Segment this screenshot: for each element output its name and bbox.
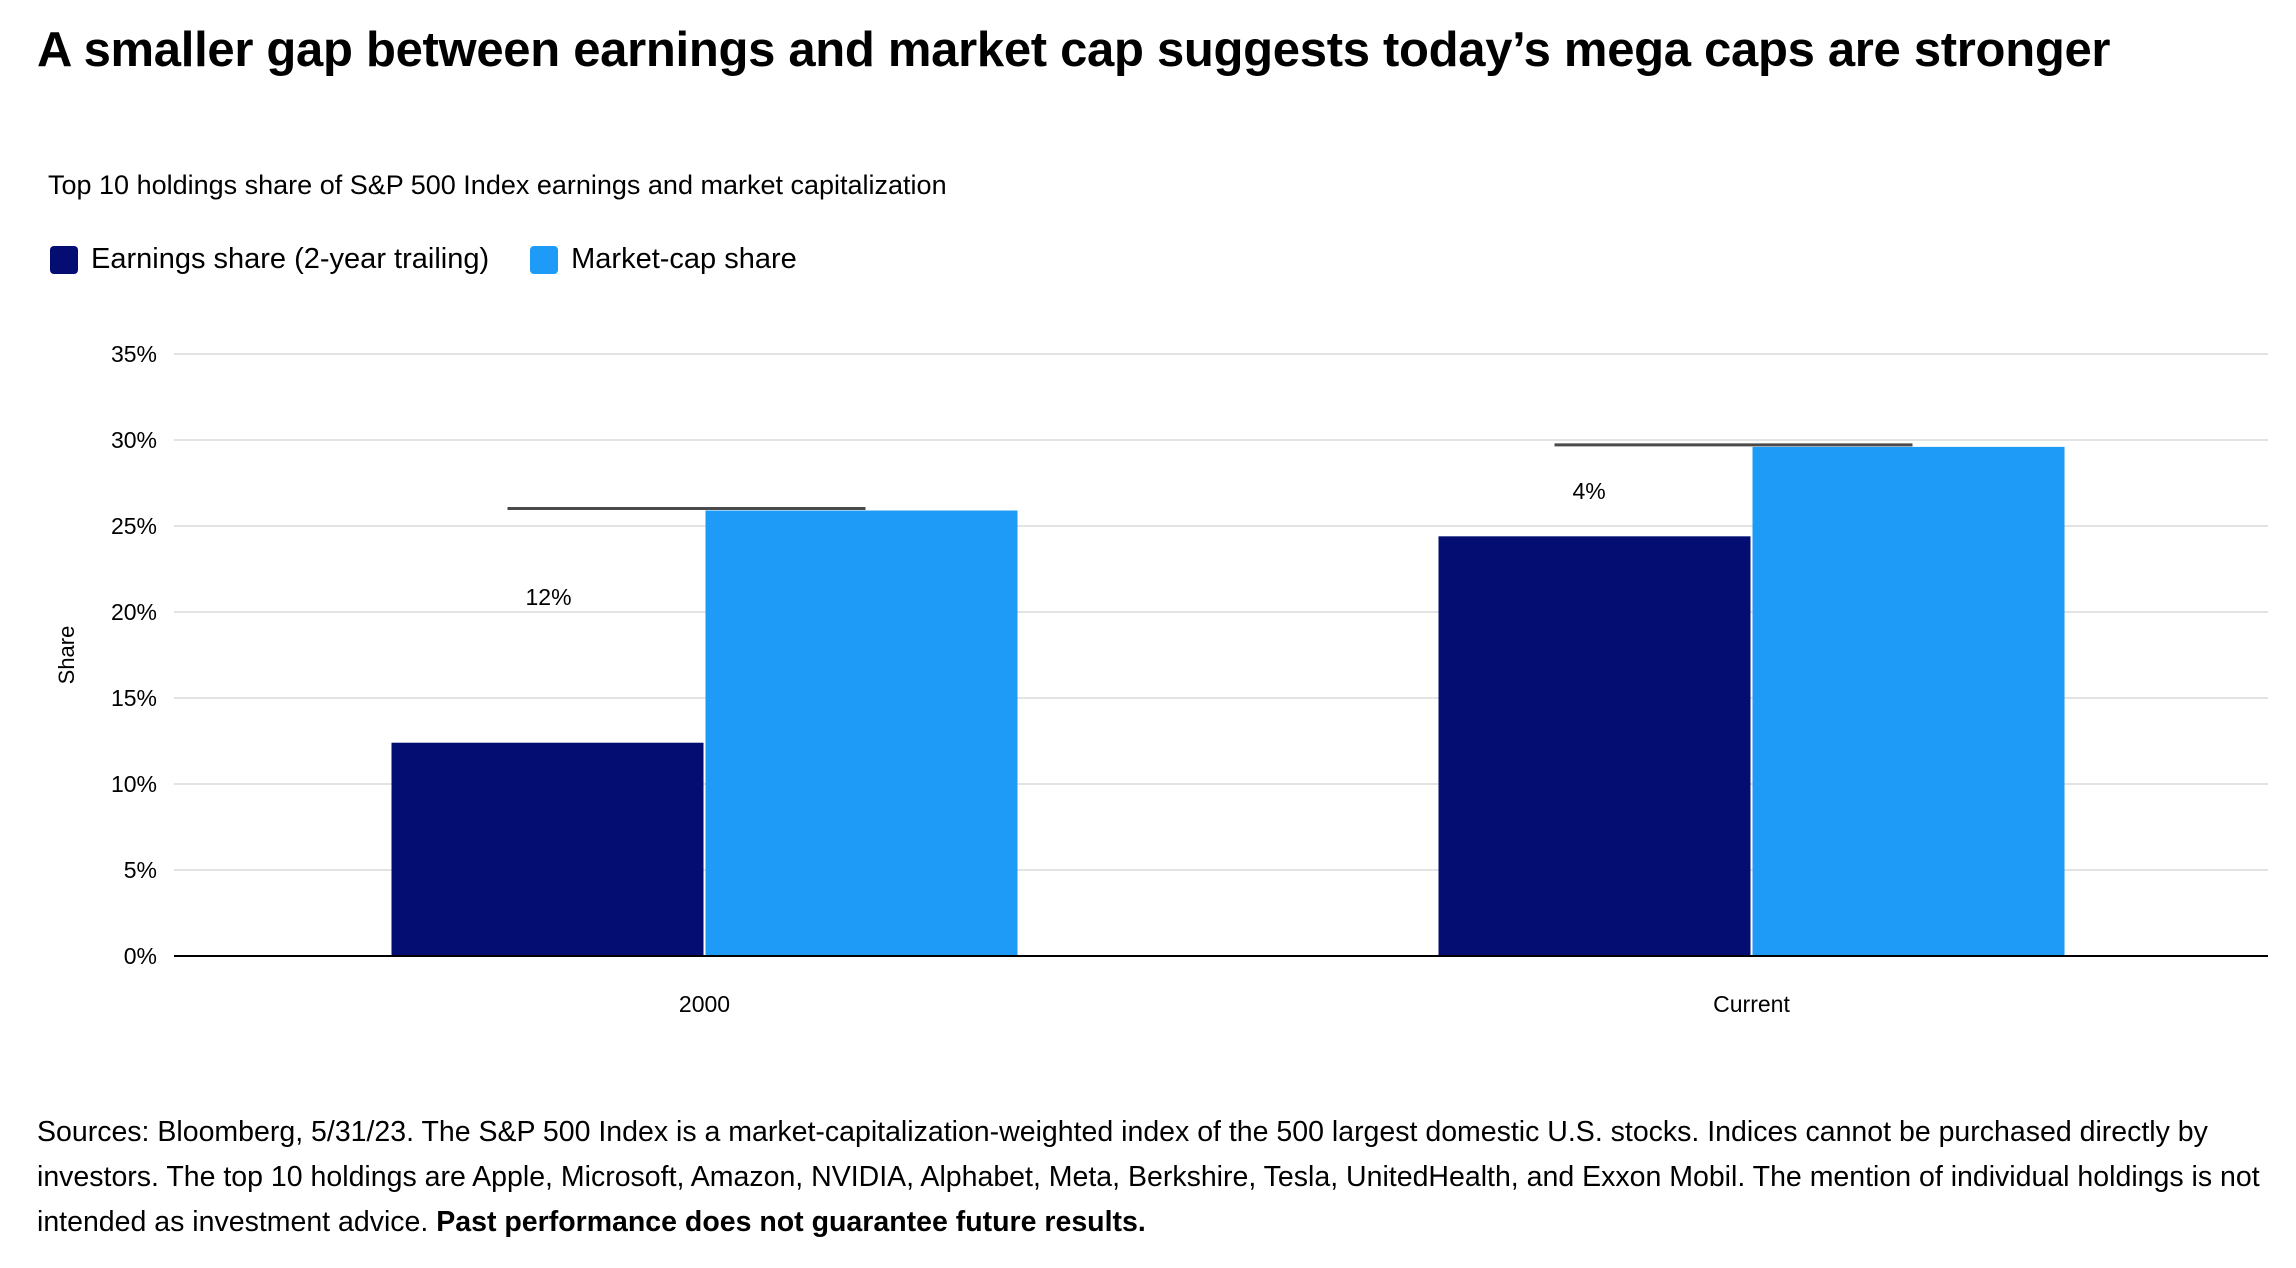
legend-label-market-cap: Market-cap share bbox=[571, 243, 797, 275]
y-tick-label: 5% bbox=[124, 857, 157, 883]
y-tick-label: 30% bbox=[111, 427, 157, 453]
legend-swatch-market-cap bbox=[530, 245, 559, 274]
legend-item-earnings: Earnings share (2-year trailing) bbox=[50, 243, 489, 276]
bar-market-cap-share bbox=[1752, 446, 2065, 956]
x-tick-label: 2000 bbox=[679, 991, 730, 1017]
y-tick-label: 0% bbox=[124, 943, 157, 969]
footnote-text: Sources: Bloomberg, 5/31/23. The S&P 500… bbox=[37, 1116, 2260, 1238]
bars bbox=[391, 446, 2065, 956]
legend: Earnings share (2-year trailing) Market-… bbox=[50, 243, 838, 276]
legend-swatch-earnings bbox=[50, 245, 78, 274]
y-axis-label: Share bbox=[54, 626, 79, 685]
footnote-disclaimer: Past performance does not guarantee futu… bbox=[436, 1206, 1146, 1238]
y-tick-label: 25% bbox=[111, 513, 157, 539]
y-tick-label: 20% bbox=[111, 599, 157, 625]
y-tick-label: 35% bbox=[111, 341, 157, 367]
chart-subtitle: Top 10 holdings share of S&P 500 Index e… bbox=[48, 170, 947, 200]
legend-item-market-cap: Market-cap share bbox=[530, 243, 797, 276]
gap-label: 12% bbox=[526, 584, 572, 610]
x-tick-label: Current bbox=[1713, 991, 1790, 1017]
bar-earnings-share bbox=[1438, 536, 1751, 956]
gap-annotations: 12% 4% bbox=[507, 443, 1913, 610]
bar-earnings-share bbox=[391, 742, 704, 956]
legend-label-earnings: Earnings share (2-year trailing) bbox=[91, 243, 490, 275]
chart-title: A smaller gap between earnings and marke… bbox=[37, 23, 2111, 77]
y-tick-label: 10% bbox=[111, 771, 157, 797]
footnote: Sources: Bloomberg, 5/31/23. The S&P 500… bbox=[37, 1110, 2277, 1245]
y-axis-ticks: 0% 5% 10% 15% 20% 25% 30% 35% bbox=[111, 341, 157, 969]
x-axis-ticks: 2000 Current bbox=[679, 991, 1791, 1017]
y-tick-label: 15% bbox=[111, 685, 157, 711]
gap-label: 4% bbox=[1573, 478, 1606, 504]
bar-market-cap-share bbox=[705, 510, 1018, 956]
